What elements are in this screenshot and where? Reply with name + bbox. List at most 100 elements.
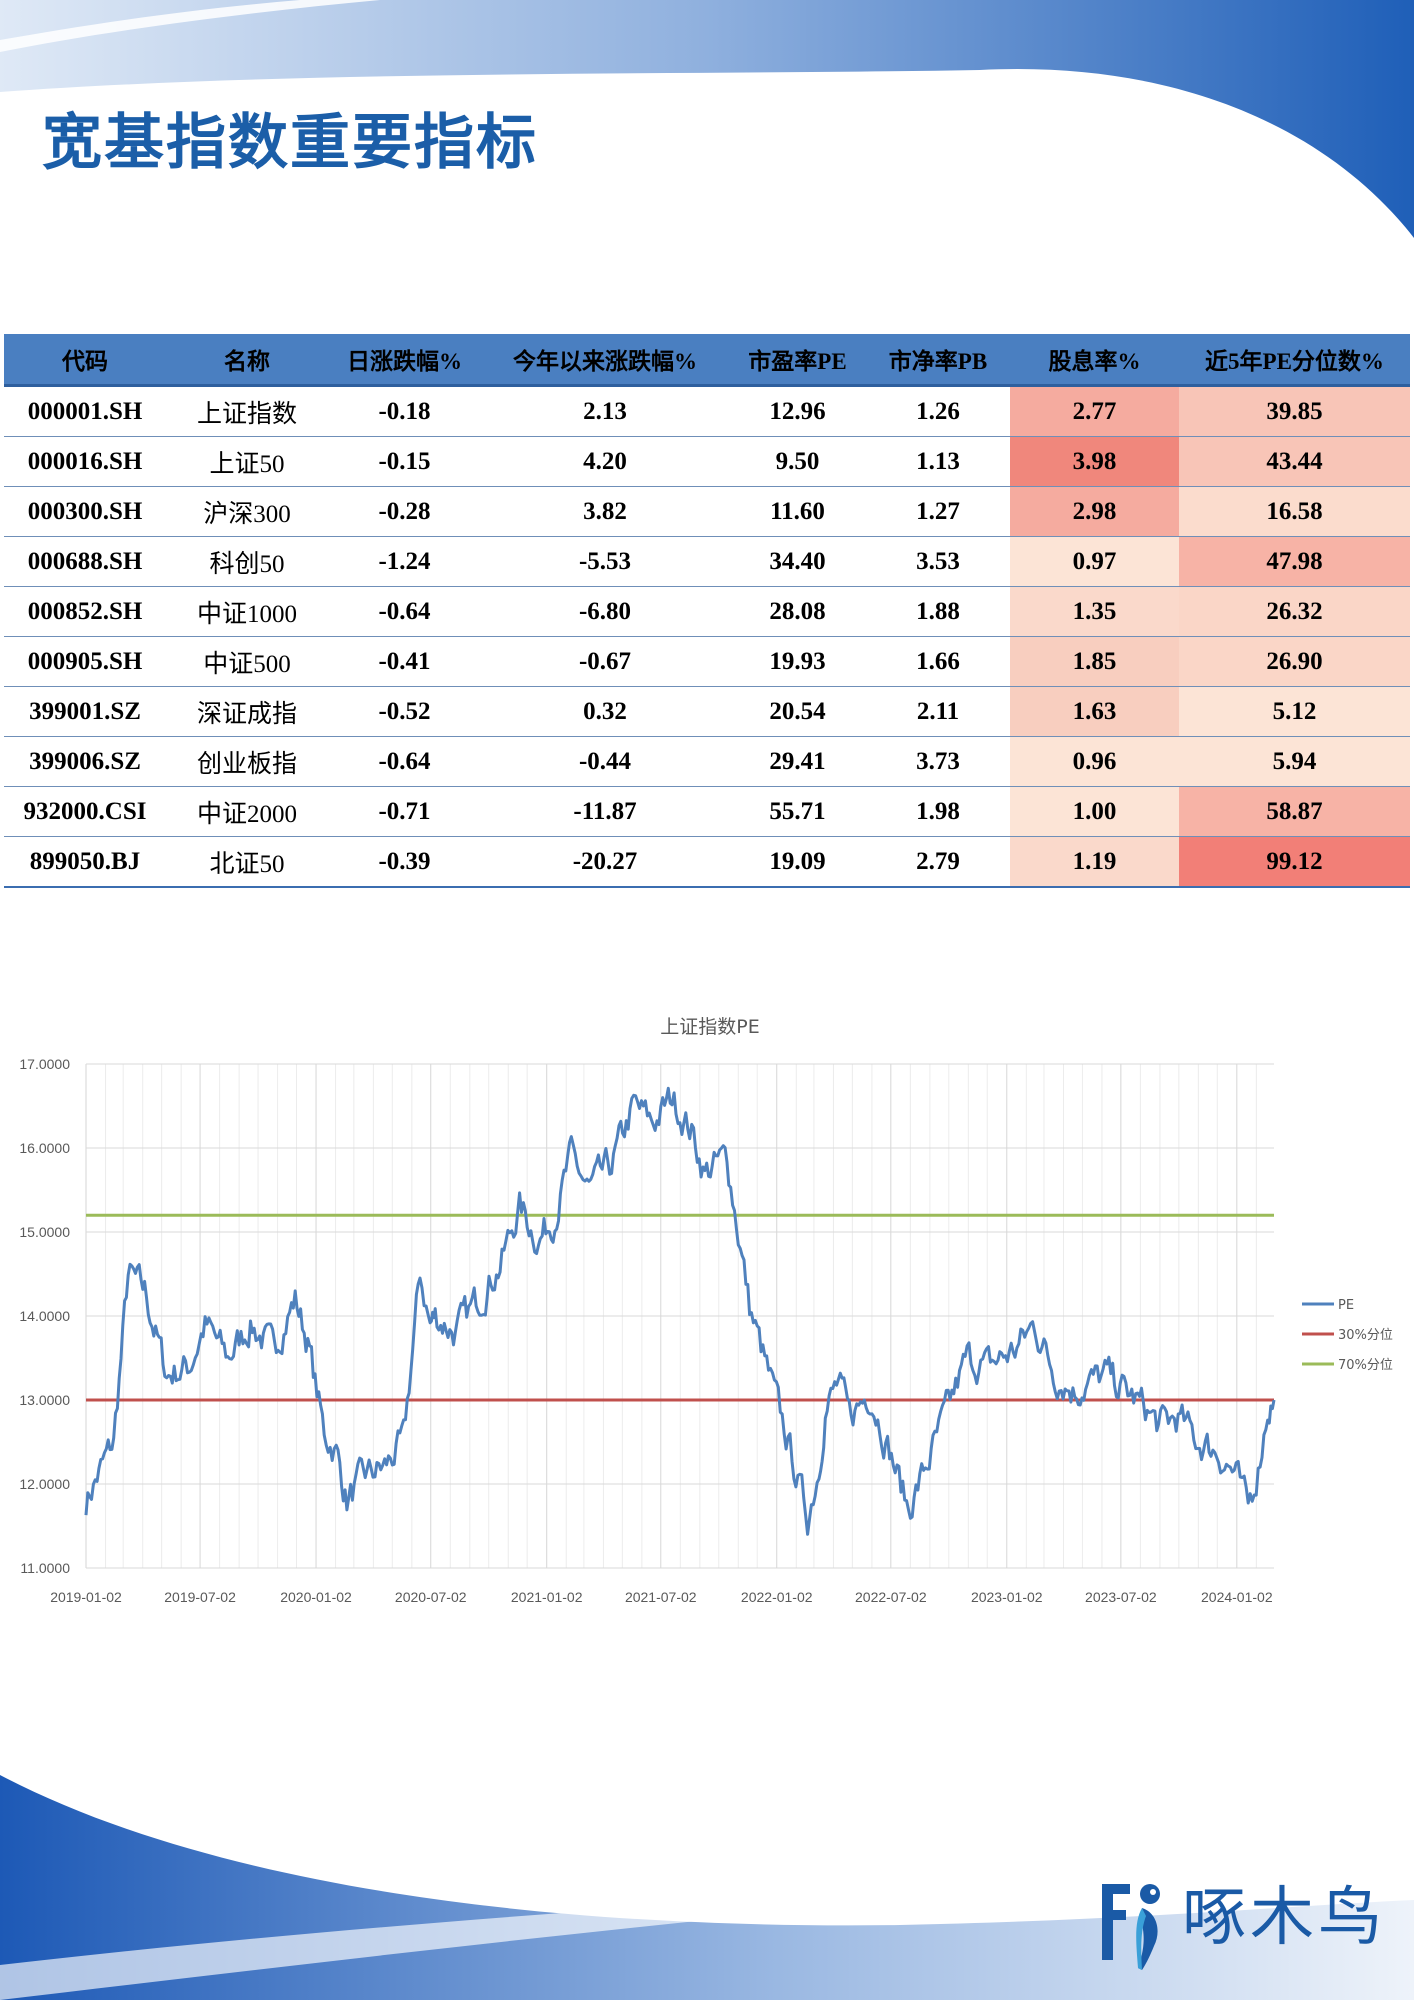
row-pe-percentile: 39.85 bbox=[1179, 385, 1410, 437]
row-pb: 3.53 bbox=[866, 536, 1010, 587]
row-pe: 12.96 bbox=[729, 385, 866, 437]
x-tick-label: 2019-07-02 bbox=[164, 1589, 236, 1605]
row-pe: 34.40 bbox=[729, 536, 866, 587]
row-pe-percentile: 43.44 bbox=[1179, 436, 1410, 487]
row-pe-percentile: 26.90 bbox=[1179, 636, 1410, 687]
table-row: 000688.SH 科创50 -1.24 -5.53 34.40 3.53 0.97 47.9… bbox=[4, 536, 1410, 587]
x-tick-label: 2022-01-02 bbox=[741, 1589, 813, 1605]
row-code: 000016.SH bbox=[4, 436, 166, 487]
row-ytd-change: -6.80 bbox=[481, 586, 729, 637]
row-pe: 29.41 bbox=[729, 736, 866, 787]
header-pe: 市盈率PE bbox=[729, 334, 866, 387]
row-code: 899050.BJ bbox=[4, 836, 166, 888]
row-ytd-change: -11.87 bbox=[481, 786, 729, 837]
header-pe-percentile: 近5年PE分位数% bbox=[1179, 334, 1410, 387]
table-row: 000016.SH 上证50 -0.15 4.20 9.50 1.13 3.98 43.44 bbox=[4, 436, 1410, 487]
x-tick-label: 2020-01-02 bbox=[280, 1589, 352, 1605]
row-name: 上证指数 bbox=[166, 385, 328, 437]
table-row: 932000.CSI 中证2000 -0.71 -11.87 55.71 1.98 1.00… bbox=[4, 786, 1410, 837]
table-row: 000905.SH 中证500 -0.41 -0.67 19.93 1.66 1.85 26.… bbox=[4, 636, 1410, 687]
series-pe-line bbox=[84, 1086, 1276, 1536]
table-row: 000852.SH 中证1000 -0.64 -6.80 28.08 1.88 1.35 26… bbox=[4, 586, 1410, 637]
brand-name: 啄木鸟 bbox=[1182, 1881, 1386, 1955]
row-name: 沪深300 bbox=[166, 486, 328, 537]
header-name: 名称 bbox=[166, 334, 328, 387]
y-tick-label: 13.0000 bbox=[19, 1392, 70, 1408]
row-dividend-yield: 0.97 bbox=[1010, 536, 1179, 587]
header-pb: 市净率PB bbox=[866, 334, 1010, 387]
row-code: 000001.SH bbox=[4, 385, 166, 437]
row-dividend-yield: 1.35 bbox=[1010, 586, 1179, 637]
row-code: 932000.CSI bbox=[4, 786, 166, 837]
legend-label: PE bbox=[1338, 1298, 1354, 1313]
table-header-row: 代码 名称 日涨跌幅% 今年以来涨跌幅% 市盈率PE 市净率PB 股息率% 近5… bbox=[4, 334, 1410, 387]
row-pb: 1.98 bbox=[866, 786, 1010, 837]
x-tick-label: 2023-01-02 bbox=[971, 1589, 1043, 1605]
row-ytd-change: 2.13 bbox=[481, 385, 729, 437]
row-dividend-yield: 1.19 bbox=[1010, 836, 1179, 888]
row-name: 科创50 bbox=[166, 536, 328, 587]
row-code: 399006.SZ bbox=[4, 736, 166, 787]
row-dividend-yield: 1.63 bbox=[1010, 686, 1179, 737]
x-tick-label: 2021-07-02 bbox=[625, 1589, 697, 1605]
row-dividend-yield: 3.98 bbox=[1010, 436, 1179, 487]
row-ytd-change: -20.27 bbox=[481, 836, 729, 888]
x-tick-label: 2020-07-02 bbox=[395, 1589, 467, 1605]
row-pb: 1.26 bbox=[866, 385, 1010, 437]
header-ytd-change: 今年以来涨跌幅% bbox=[481, 334, 729, 387]
row-ytd-change: 4.20 bbox=[481, 436, 729, 487]
row-code: 399001.SZ bbox=[4, 686, 166, 737]
row-pe-percentile: 26.32 bbox=[1179, 586, 1410, 637]
x-axis-tick-labels: 2019-01-02 2019-07-02 2020-01-02 2020-07-02… bbox=[50, 1589, 1273, 1605]
y-axis-tick-labels: 11.0000 12.0000 13.0000 14.0000 15.0000 16.00… bbox=[19, 1056, 70, 1576]
y-tick-label: 17.0000 bbox=[19, 1056, 70, 1072]
row-name: 中证500 bbox=[166, 636, 328, 687]
row-pe-percentile: 16.58 bbox=[1179, 486, 1410, 537]
y-tick-label: 11.0000 bbox=[20, 1560, 70, 1576]
row-daily-change: -1.24 bbox=[328, 536, 481, 587]
chart-title: 上证指数PE bbox=[660, 1016, 759, 1038]
row-dividend-yield: 1.85 bbox=[1010, 636, 1179, 687]
row-code: 000300.SH bbox=[4, 486, 166, 537]
header-code: 代码 bbox=[4, 334, 166, 387]
row-code: 000905.SH bbox=[4, 636, 166, 687]
brand-logo: 啄木鸟 bbox=[1096, 1872, 1396, 1972]
pe-line-chart: 上证指数PE 11.0000 12.0000 13.0000 14.0000 15.00… bbox=[19, 1016, 1393, 1605]
table-body: 000001.SH 上证指数 -0.18 2.13 12.96 1.26 2.77 39.85… bbox=[4, 385, 1410, 888]
row-pe: 55.71 bbox=[729, 786, 866, 837]
row-daily-change: -0.41 bbox=[328, 636, 481, 687]
row-pe: 19.93 bbox=[729, 636, 866, 687]
row-pe: 9.50 bbox=[729, 436, 866, 487]
row-pe-percentile: 99.12 bbox=[1179, 836, 1410, 888]
row-pe: 11.60 bbox=[729, 486, 866, 537]
row-dividend-yield: 2.77 bbox=[1010, 385, 1179, 437]
row-daily-change: -0.52 bbox=[328, 686, 481, 737]
row-pb: 2.11 bbox=[866, 686, 1010, 737]
row-pb: 1.13 bbox=[866, 436, 1010, 487]
row-pe: 28.08 bbox=[729, 586, 866, 637]
row-name: 创业板指 bbox=[166, 736, 328, 787]
y-tick-label: 14.0000 bbox=[19, 1308, 70, 1324]
legend-label: 30%分位 bbox=[1338, 1328, 1393, 1343]
row-pe: 19.09 bbox=[729, 836, 866, 888]
row-ytd-change: 3.82 bbox=[481, 486, 729, 537]
index-metrics-table: 代码 名称 日涨跌幅% 今年以来涨跌幅% 市盈率PE 市净率PB 股息率% 近5… bbox=[4, 334, 1410, 888]
row-ytd-change: 0.32 bbox=[481, 686, 729, 737]
legend-label: 70%分位 bbox=[1338, 1358, 1393, 1373]
y-tick-label: 15.0000 bbox=[19, 1224, 70, 1240]
row-daily-change: -0.64 bbox=[328, 736, 481, 787]
header-dividend-yield: 股息率% bbox=[1010, 334, 1179, 387]
row-dividend-yield: 2.98 bbox=[1010, 486, 1179, 537]
x-tick-label: 2021-01-02 bbox=[511, 1589, 583, 1605]
x-tick-label: 2019-01-02 bbox=[50, 1589, 122, 1605]
row-name: 中证1000 bbox=[166, 586, 328, 637]
row-pb: 1.66 bbox=[866, 636, 1010, 687]
row-name: 上证50 bbox=[166, 436, 328, 487]
row-pe-percentile: 5.94 bbox=[1179, 736, 1410, 787]
table-row: 000001.SH 上证指数 -0.18 2.13 12.96 1.26 2.77 39.85 bbox=[4, 385, 1410, 437]
table-row: 399006.SZ 创业板指 -0.64 -0.44 29.41 3.73 0.96 5.94 bbox=[4, 736, 1410, 787]
row-dividend-yield: 0.96 bbox=[1010, 736, 1179, 787]
row-ytd-change: -0.67 bbox=[481, 636, 729, 687]
row-pe-percentile: 58.87 bbox=[1179, 786, 1410, 837]
